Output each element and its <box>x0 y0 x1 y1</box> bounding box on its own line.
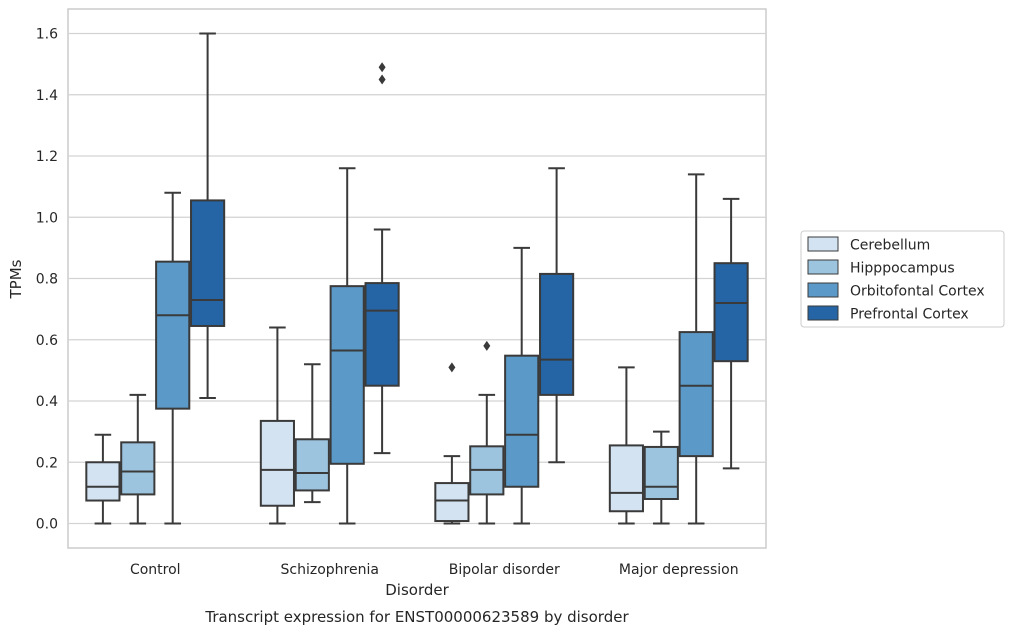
legend-label: Orbitofontal Cortex <box>850 284 985 300</box>
iqr-box <box>155 260 191 410</box>
box-3-2 <box>678 173 714 525</box>
x-tick-label: Control <box>130 562 181 578</box>
y-tick-label: 0.2 <box>36 455 58 471</box>
boxes <box>85 32 749 525</box>
iqr-box <box>120 441 156 496</box>
box-3-0 <box>608 366 644 525</box>
legend-swatch <box>807 305 839 321</box>
iqr-box <box>259 419 295 507</box>
box-0-0 <box>85 433 121 525</box>
x-tick-labels: Control Schizophrenia Bipolar disorder Majo… <box>130 562 739 578</box>
legend-swatch <box>807 282 839 298</box>
iqr-box <box>608 444 644 513</box>
chart-caption: Transcript expression for ENST0000062358… <box>204 608 629 626</box>
x-tick-label: Bipolar disorder <box>449 562 560 578</box>
iqr-box <box>190 199 226 327</box>
iqr-box <box>539 272 575 396</box>
gridlines <box>68 32 766 525</box>
outlier-point <box>448 362 456 373</box>
iqr-box <box>678 331 714 458</box>
box-1-2 <box>329 167 365 525</box>
outlier-point <box>378 74 386 85</box>
y-tick-label: 1.4 <box>36 88 58 104</box>
y-tick-label: 0.4 <box>36 394 58 410</box>
box-0-1 <box>120 393 156 525</box>
y-tick-label: 1.6 <box>36 27 58 43</box>
y-axis-title: TPMs <box>7 259 25 299</box>
y-tick-label: 0.6 <box>36 333 58 349</box>
legend-label: Cerebellum <box>850 238 930 254</box>
legend-label: Hipppocampus <box>850 261 955 277</box>
x-tick-label: Major depression <box>619 562 739 578</box>
x-tick-label: Schizophrenia <box>281 562 379 578</box>
iqr-box <box>85 461 121 502</box>
iqr-box <box>643 445 679 500</box>
iqr-box <box>364 282 400 387</box>
box-3-1 <box>643 430 679 525</box>
y-tick-label: 1.0 <box>36 210 58 226</box>
x-axis-title: Disorder <box>385 581 449 599</box>
box-2-1 <box>469 340 505 525</box>
box-1-0 <box>259 326 295 525</box>
legend-label: Prefrontal Cortex <box>850 307 969 323</box>
iqr-box <box>504 354 540 488</box>
outlier-point <box>483 340 491 351</box>
box-3-3 <box>713 197 749 470</box>
box-0-2 <box>155 191 191 525</box>
outlier-point <box>378 62 386 73</box>
legend-swatch <box>807 259 839 275</box>
box-1-3 <box>364 62 400 455</box>
legend: Cerebellum Hipppocampus Orbitofontal Corte… <box>800 230 1005 328</box>
iqr-box <box>329 285 365 465</box>
box-2-2 <box>504 246 540 525</box>
iqr-box <box>713 262 749 363</box>
box-2-0 <box>434 362 470 525</box>
y-tick-label: 0.8 <box>36 272 58 288</box>
y-tick-labels: 0.0 0.2 0.4 0.6 0.8 1.0 1.2 1.4 1.6 <box>36 27 58 533</box>
iqr-box <box>434 482 470 523</box>
iqr-box <box>294 438 330 492</box>
box-2-3 <box>539 167 575 464</box>
y-tick-label: 1.2 <box>36 149 58 165</box>
y-tick-label: 0.0 <box>36 517 58 533</box>
legend-swatch <box>807 236 839 252</box>
legend-frame <box>800 230 1005 328</box>
box-1-1 <box>294 363 330 504</box>
box-0-3 <box>190 32 226 399</box>
